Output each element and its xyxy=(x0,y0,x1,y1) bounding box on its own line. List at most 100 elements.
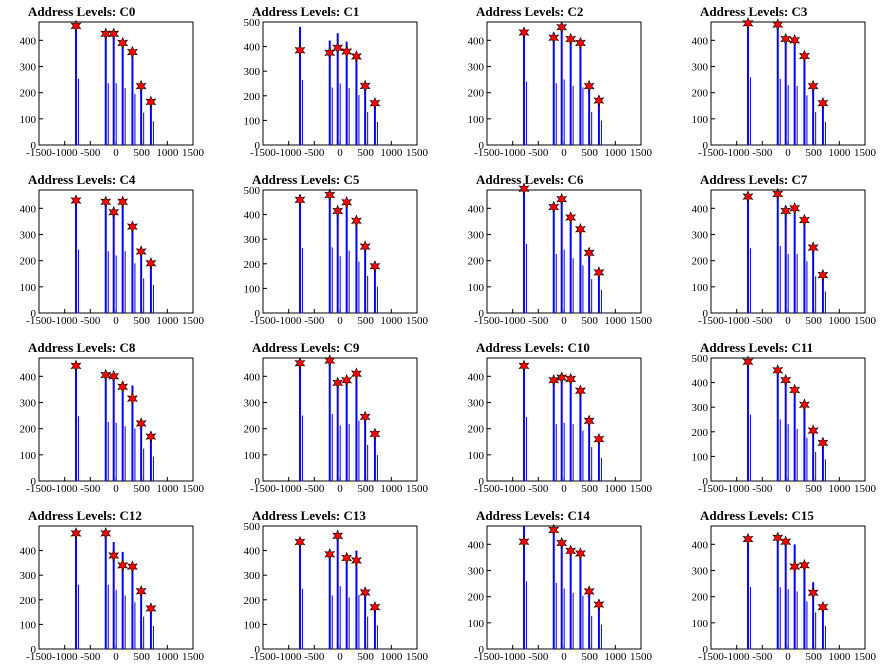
y-tick-label: 300 xyxy=(20,229,37,241)
chart-panel: Address Levels: C6 0 100 200 300 400 -1500 -100… xyxy=(448,168,672,336)
x-tick-label: -1500 xyxy=(250,483,276,495)
peak-marker xyxy=(742,17,754,30)
y-tick-label: 300 xyxy=(20,61,37,73)
peak-marker xyxy=(574,36,586,50)
x-tick-label: 0 xyxy=(337,483,343,495)
peak-marker xyxy=(798,213,810,227)
y-tick-label: 300 xyxy=(692,229,709,241)
chart-panel: Address Levels: C14 0 100 200 300 400 -1500 -10… xyxy=(448,504,672,672)
peak-marker xyxy=(341,373,353,387)
x-tick-label: -500 xyxy=(80,147,101,159)
peak-marker xyxy=(369,259,381,273)
peak-marker xyxy=(359,240,371,253)
x-tick-label: -500 xyxy=(528,147,549,159)
peak-marker xyxy=(789,202,801,215)
y-tick-label: 400 xyxy=(244,546,261,558)
y-tick-label: 200 xyxy=(20,595,37,607)
y-tick-label: 300 xyxy=(692,402,709,414)
y-tick-label: 100 xyxy=(20,114,37,126)
x-tick-label: 1000 xyxy=(380,651,403,663)
peak-marker xyxy=(108,205,120,219)
chart-title: Address Levels: C10 xyxy=(476,340,590,355)
chart-plot: 0 100 200 300 400 500 -1500 -1000 -500 0 500 1000 15… xyxy=(244,521,429,663)
peak-marker xyxy=(135,79,147,93)
y-tick-label: 300 xyxy=(244,397,261,409)
x-tick-label: 1000 xyxy=(380,483,403,495)
peak-marker xyxy=(135,245,147,258)
x-tick-label: 1000 xyxy=(156,651,179,663)
y-tick-label: 400 xyxy=(692,203,709,215)
peak-marker xyxy=(583,585,595,598)
peak-marker xyxy=(565,32,577,46)
chart-panel: Address Levels: C13 0 100 200 300 400 500 -1500… xyxy=(224,504,448,672)
chart-plot: 0 100 200 300 400 -1500 -1000 -500 0 500 1000 1500 xyxy=(468,20,653,159)
x-tick-label: 1500 xyxy=(630,147,653,159)
peak-marker xyxy=(117,195,129,209)
peak-marker xyxy=(70,527,82,540)
y-tick-label: 100 xyxy=(244,450,261,462)
peak-marker xyxy=(798,49,810,63)
peak-marker xyxy=(789,560,801,573)
peak-marker xyxy=(350,50,362,63)
x-tick-label: 1500 xyxy=(854,147,877,159)
chart-panel: Address Levels: C9 0 100 200 300 400 -1500 -100… xyxy=(224,336,448,504)
y-tick-label: 300 xyxy=(244,234,261,246)
x-tick-label: -1000 xyxy=(500,147,526,159)
y-tick-label: 400 xyxy=(20,35,37,47)
y-tick-label: 0 xyxy=(703,308,709,320)
peak-marker xyxy=(817,268,829,282)
peak-marker xyxy=(108,27,120,41)
x-tick-label: -1500 xyxy=(250,651,276,663)
peak-marker xyxy=(574,384,586,398)
peak-marker xyxy=(332,41,344,55)
y-tick-label: 300 xyxy=(468,61,485,73)
y-tick-label: 100 xyxy=(20,282,37,294)
x-tick-label: 0 xyxy=(337,651,343,663)
y-tick-label: 200 xyxy=(692,88,709,100)
chart-panel: Address Levels: C12 0 100 200 300 400 -1500 -10… xyxy=(0,504,224,672)
y-tick-label: 0 xyxy=(31,644,37,656)
peak-marker xyxy=(772,363,784,377)
peak-marker xyxy=(369,427,381,441)
peak-marker xyxy=(324,188,336,202)
x-tick-label: 500 xyxy=(357,315,374,327)
peak-marker xyxy=(780,204,792,218)
peak-marker xyxy=(341,195,353,209)
x-tick-label: -1000 xyxy=(724,483,750,495)
x-tick-label: 0 xyxy=(561,483,567,495)
peak-marker xyxy=(126,392,138,405)
chart-panel: Address Levels: C5 0 100 200 300 400 500 -1500-… xyxy=(224,168,448,336)
peak-marker xyxy=(780,32,792,46)
peak-marker xyxy=(593,432,605,446)
chart-panel: Address Levels: C0 0 100 200 300 400 -1500 -100… xyxy=(0,0,224,168)
x-tick-label: 1500 xyxy=(406,147,429,159)
chart-panel: Address Levels: C11 0 100 200 300 400 500 -1500… xyxy=(672,336,896,504)
chart-panel: Address Levels: C15 0 100 200 300 400 -1500 -10… xyxy=(672,504,896,672)
peak-marker xyxy=(369,96,381,110)
y-tick-label: 100 xyxy=(692,451,709,463)
peak-marker xyxy=(135,584,147,598)
x-tick-label: 1500 xyxy=(182,315,205,327)
y-tick-label: 400 xyxy=(692,378,709,390)
peak-marker xyxy=(789,383,801,397)
peak-marker xyxy=(593,266,605,279)
x-tick-label: -1000 xyxy=(276,147,302,159)
peak-marker xyxy=(359,410,371,424)
y-tick-label: 300 xyxy=(692,565,709,577)
x-tick-label: 500 xyxy=(805,315,822,327)
chart-plot: 0 100 200 300 400 -1500 -1000 -500 0 500 1000 1500 xyxy=(20,357,205,495)
peak-marker xyxy=(332,204,344,218)
y-tick-label: 300 xyxy=(20,397,37,409)
y-tick-label: 500 xyxy=(244,17,261,29)
chart-title: Address Levels: C5 xyxy=(252,172,360,187)
peak-marker xyxy=(332,529,344,543)
chart-panel: Address Levels: C8 0 100 200 300 400 -1500 -100… xyxy=(0,336,224,504)
x-tick-label: -1000 xyxy=(724,651,750,663)
x-tick-label: 500 xyxy=(581,315,598,327)
y-tick-label: 300 xyxy=(244,66,261,78)
y-tick-label: 100 xyxy=(20,450,37,462)
x-tick-label: -1000 xyxy=(500,315,526,327)
x-tick-label: 1000 xyxy=(828,651,851,663)
x-tick-label: -1000 xyxy=(500,651,526,663)
x-tick-label: -1500 xyxy=(698,147,724,159)
